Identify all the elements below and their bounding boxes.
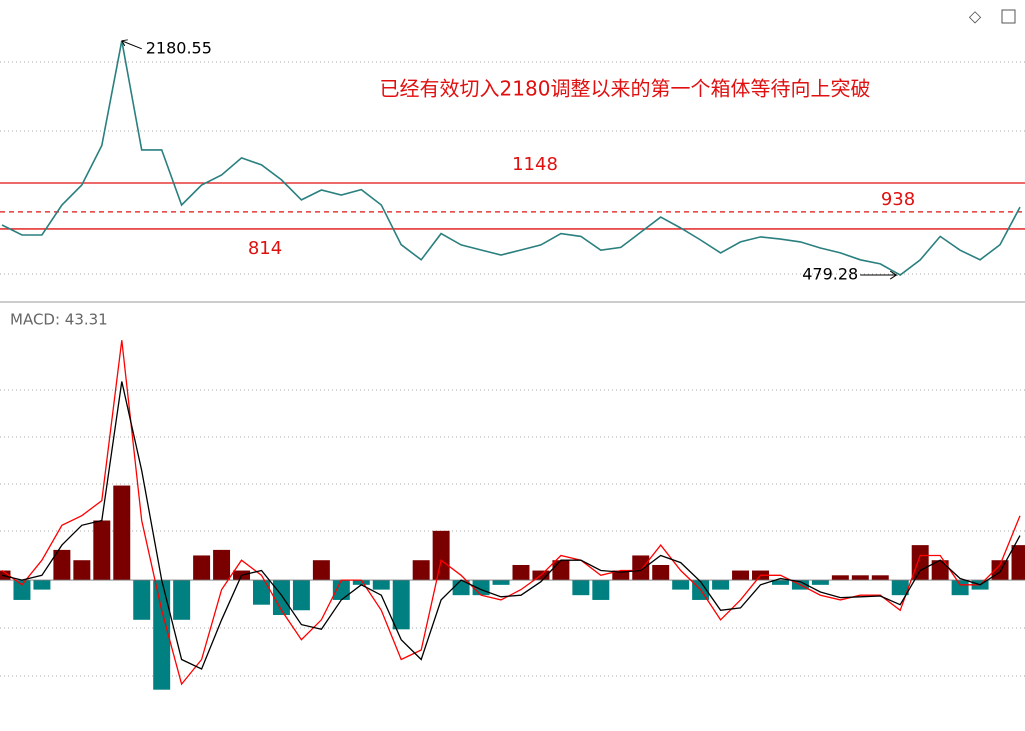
macd-bar <box>332 580 350 600</box>
macd-bar <box>851 575 869 581</box>
peak-arrow <box>121 39 142 50</box>
macd-bar <box>372 580 390 590</box>
macd-bar <box>272 580 290 616</box>
panel-icon[interactable] <box>1001 9 1016 24</box>
macd-bar <box>612 570 630 581</box>
macd-bar <box>492 580 510 585</box>
level-label: 938 <box>881 189 915 210</box>
macd-bar <box>472 580 490 596</box>
macd-bar <box>153 580 171 690</box>
macd-bar <box>771 580 789 585</box>
diamond-icon[interactable]: ◇ <box>969 7 982 26</box>
macd-bar <box>113 485 131 581</box>
annotation: 已经有效切入2180调整以来的第一个箱体等待向上突破 <box>380 77 871 101</box>
macd-bar <box>392 580 410 630</box>
low-label: 479.28 <box>802 265 858 284</box>
peak-label: 2180.55 <box>146 38 212 57</box>
macd-bar <box>53 549 71 581</box>
low-arrow <box>860 270 898 280</box>
macd-bar <box>811 580 829 585</box>
macd-bar <box>732 570 750 581</box>
macd-bar <box>213 549 231 581</box>
macd-bar <box>871 575 889 581</box>
macd-bar <box>951 580 969 596</box>
macd-bar <box>592 580 610 600</box>
macd-bar <box>552 560 570 581</box>
macd-bar <box>312 560 330 581</box>
macd-bar <box>831 575 849 581</box>
macd-bar <box>652 564 670 581</box>
macd-title: MACD: 43.31 <box>10 311 108 329</box>
macd-bar <box>412 560 430 581</box>
macd-bar <box>173 580 191 620</box>
macd-line <box>1 381 1021 670</box>
macd-bar <box>133 580 151 620</box>
macd-bar <box>33 580 51 590</box>
macd-bar <box>13 580 31 600</box>
macd-bar <box>292 580 310 611</box>
macd-bar <box>193 555 211 581</box>
macd-bar <box>911 545 929 581</box>
price-line <box>1 40 1021 276</box>
macd-bar <box>572 580 590 596</box>
macd-bar <box>253 580 270 605</box>
level-label: 1148 <box>512 154 558 175</box>
macd-bar <box>891 580 909 596</box>
macd-bar <box>512 564 530 581</box>
macd-bar <box>0 570 11 581</box>
macd-bar <box>93 520 111 581</box>
macd-bar <box>672 580 690 590</box>
macd-bar <box>712 580 730 590</box>
macd-bar <box>352 580 370 585</box>
guides <box>0 61 1025 677</box>
macd-bar <box>931 560 949 581</box>
level-label: 814 <box>248 238 282 259</box>
macd-bar <box>632 555 650 581</box>
macd-bar <box>432 530 450 581</box>
macd-bar <box>73 560 91 581</box>
macd-bar <box>1011 545 1025 581</box>
